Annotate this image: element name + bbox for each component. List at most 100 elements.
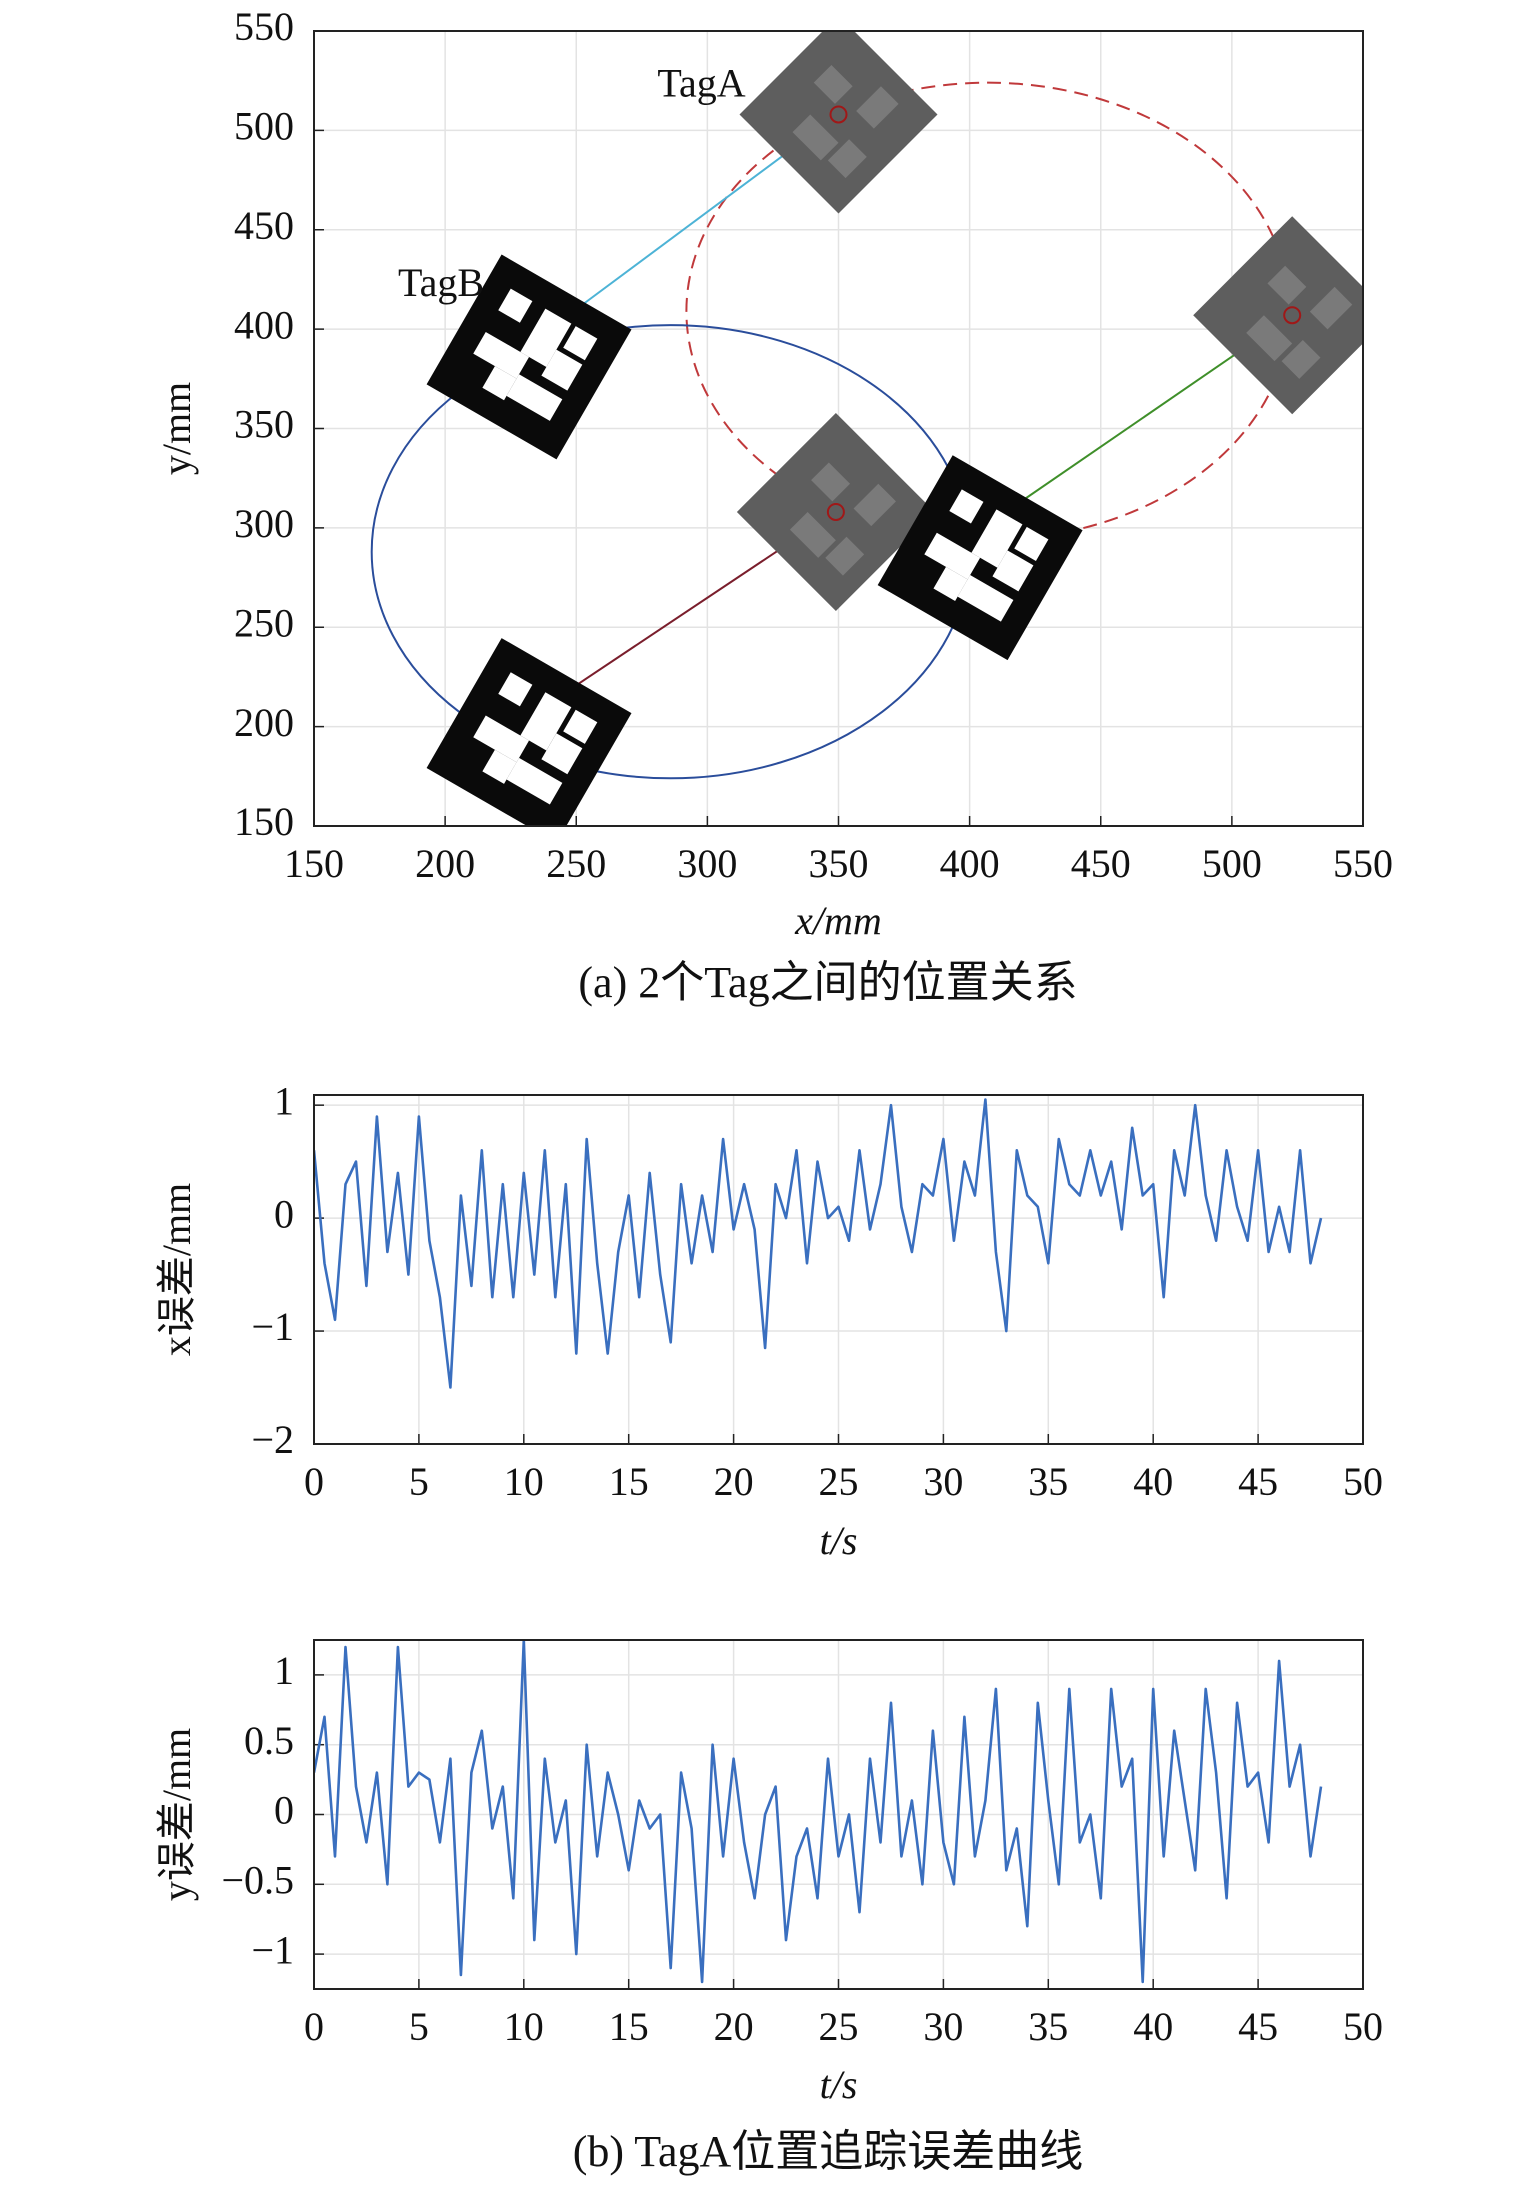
tag-b-pattern xyxy=(992,550,1034,592)
y-tick-label: 250 xyxy=(234,600,294,645)
tag-b-pattern xyxy=(506,757,563,805)
tag-b-pattern xyxy=(498,672,533,707)
tag-a-center xyxy=(826,502,845,521)
x-axis-label: x/mm xyxy=(794,898,882,943)
x-tick-label: 250 xyxy=(546,841,606,886)
tag-b-pattern xyxy=(971,509,1023,568)
tag-a-pattern xyxy=(827,139,867,179)
x-tick-label: 500 xyxy=(1202,841,1262,886)
tag-a-pattern xyxy=(811,462,851,502)
data-line xyxy=(314,1640,1323,1984)
x-tick-label: 40 xyxy=(1133,2004,1173,2049)
y-tick-label: −0.5 xyxy=(221,1857,294,1902)
tag-b-pattern xyxy=(541,349,583,391)
x-tick-label: 50 xyxy=(1343,1459,1383,1504)
tag-b-pattern xyxy=(482,749,517,784)
x-tick-label: 45 xyxy=(1238,1459,1278,1504)
x-tick-label: 30 xyxy=(923,2004,963,2049)
x-axis-label: t/s xyxy=(820,1518,858,1563)
tag-b-pattern xyxy=(957,575,1014,622)
x-tick-label: 45 xyxy=(1238,2004,1278,2049)
tag-b xyxy=(877,455,1083,661)
tag-b-pattern xyxy=(933,566,968,601)
x-tick-label: 300 xyxy=(677,841,737,886)
x-tick-label: 15 xyxy=(609,1459,649,1504)
caption: (b) TagA位置追踪误差曲线 xyxy=(573,2127,1084,2176)
tag-a xyxy=(1193,216,1363,415)
y-tick-label: 400 xyxy=(234,302,294,347)
x-tick-label: 35 xyxy=(1028,2004,1068,2049)
y-tick-label: −1 xyxy=(251,1304,294,1349)
y-tick-label: 550 xyxy=(234,4,294,49)
y-tick-label: 300 xyxy=(234,501,294,546)
tag-b-pattern xyxy=(1014,526,1049,562)
x-tick-label: 550 xyxy=(1333,841,1393,886)
x-tick-label: 350 xyxy=(809,841,869,886)
tag-b-pattern xyxy=(541,733,583,775)
x-tick-label: 25 xyxy=(819,1459,859,1504)
plot-frame xyxy=(313,1639,1364,1990)
tag-a-pattern xyxy=(792,114,839,161)
tag-a-pattern xyxy=(789,511,836,558)
y-tick-label: 150 xyxy=(234,799,294,844)
data-line xyxy=(314,1098,1323,1389)
y-tick-label: 0 xyxy=(274,1788,294,1833)
tag-a-body xyxy=(1193,216,1363,415)
tag-b-pattern xyxy=(482,366,517,401)
y-tick-label: 0.5 xyxy=(244,1718,294,1763)
x-tick-label: 150 xyxy=(284,841,344,886)
y-tick-label: 0 xyxy=(274,1191,294,1236)
y-tick-label: 500 xyxy=(234,104,294,149)
tag-a-pattern xyxy=(825,536,865,576)
x-tick-label: 5 xyxy=(409,1459,429,1504)
x-tick-label: 40 xyxy=(1133,1459,1173,1504)
tag-a-pattern xyxy=(813,64,853,104)
tag-a-center xyxy=(829,105,848,124)
tag-a-pattern xyxy=(1267,265,1307,305)
x-tick-label: 0 xyxy=(304,2004,324,2049)
y-tick-label: 350 xyxy=(234,402,294,447)
x-tick-label: 10 xyxy=(504,2004,544,2049)
tag-b-pattern xyxy=(924,532,981,580)
x-tick-label: 450 xyxy=(1071,841,1131,886)
tag-b xyxy=(426,254,632,460)
x-tick-label: 20 xyxy=(714,1459,754,1504)
tag-b-pattern xyxy=(520,308,572,367)
x-tick-label: 30 xyxy=(923,1459,963,1504)
tag-b-pattern xyxy=(473,331,530,379)
x-tick-label: 35 xyxy=(1028,1459,1068,1504)
y-axis-label: y误差/mm xyxy=(154,1728,199,1901)
tag-a-label: TagA xyxy=(657,61,745,106)
x-tick-label: 400 xyxy=(940,841,1000,886)
plot-frame xyxy=(313,30,1364,827)
tag-b-pattern xyxy=(949,489,984,524)
plot-frame xyxy=(313,1094,1364,1445)
tag-a-pattern xyxy=(1309,286,1353,330)
plot-layer xyxy=(314,1640,1323,1984)
x-tick-label: 10 xyxy=(504,1459,544,1504)
tag-a-pattern xyxy=(856,86,899,129)
tag-b-label: TagB xyxy=(398,260,484,305)
x-tick-label: 25 xyxy=(819,2004,859,2049)
tag-a-pattern xyxy=(853,483,896,527)
tag-b-pattern xyxy=(563,326,598,361)
y-axis-label: x误差/mm xyxy=(154,1183,199,1356)
tag-b-pattern xyxy=(473,715,530,763)
y-tick-label: −2 xyxy=(251,1417,294,1462)
y-tick-label: 450 xyxy=(234,203,294,248)
x-tick-label: 50 xyxy=(1343,2004,1383,2049)
x-tick-label: 0 xyxy=(304,1459,324,1504)
x-tick-label: 15 xyxy=(609,2004,649,2049)
caption: (a) 2个Tag之间的位置关系 xyxy=(578,958,1077,1007)
y-tick-label: 1 xyxy=(274,1648,294,1693)
tag-b-pattern xyxy=(506,374,563,421)
y-axis-label: y/mm xyxy=(154,382,199,475)
plot-layer xyxy=(314,1098,1323,1389)
tag-a-pattern xyxy=(1246,315,1293,362)
tag-b-pattern xyxy=(563,709,598,744)
tag-b xyxy=(426,638,632,826)
y-tick-label: 200 xyxy=(234,700,294,745)
tag-a-pattern xyxy=(1281,339,1321,379)
x-tick-label: 20 xyxy=(714,2004,754,2049)
